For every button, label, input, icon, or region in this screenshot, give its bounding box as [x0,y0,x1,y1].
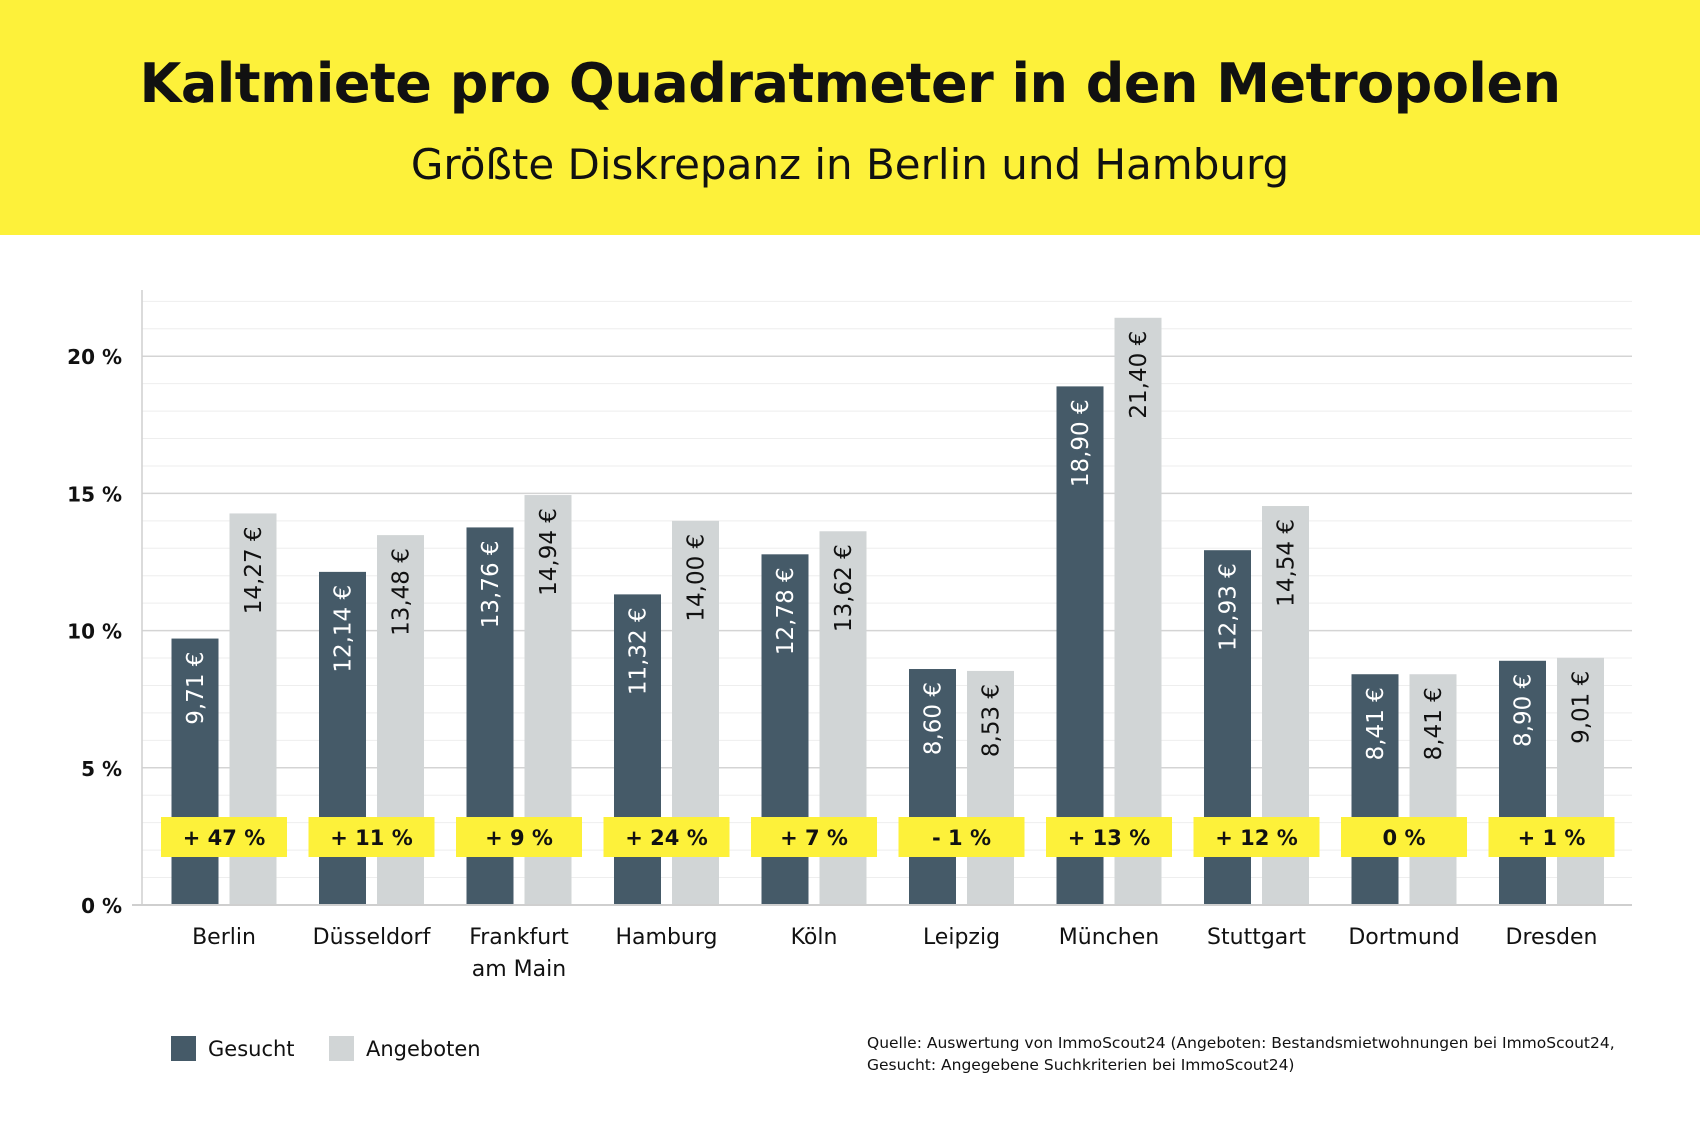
bar-angeboten [1557,657,1604,905]
x-tick-label: Düsseldorf [313,925,432,950]
difference-badge [1341,817,1467,857]
data-label-angeboten: 14,27 € [241,526,267,614]
difference-label: - 1 % [932,826,991,850]
y-tick-label: 0 % [81,894,122,918]
x-tick-label: Stuttgart [1207,925,1306,950]
source-line-2: Gesucht: Angegebene Suchkriterien bei Im… [867,1056,1295,1074]
data-label-gesucht: 12,78 € [773,567,799,655]
source-line-1: Quelle: Auswertung von ImmoScout24 (Ange… [867,1034,1615,1052]
data-label-gesucht: 9,71 € [183,652,209,725]
chart-title: Kaltmiete pro Quadratmeter in den Metrop… [139,52,1561,115]
difference-label: + 12 % [1215,826,1297,850]
bar-angeboten [1114,317,1162,905]
y-tick-label: 20 % [67,345,122,369]
bar-gesucht [1351,674,1399,905]
difference-label: + 7 % [780,826,848,850]
data-label-gesucht: 8,60 € [921,682,947,755]
difference-label: + 9 % [485,826,553,850]
x-tick-label: am Main [472,957,566,982]
x-tick-label: Berlin [192,925,256,950]
x-tick-label: München [1059,925,1159,950]
data-label-angeboten: 14,00 € [684,534,710,622]
x-tick-label: Köln [791,925,838,950]
legend-label-gesucht: Gesucht [208,1036,295,1061]
difference-badge [1488,817,1615,857]
chart-subtitle: Größte Diskrepanz in Berlin und Hamburg [410,140,1290,189]
x-tick-label: Frankfurt [469,925,569,950]
data-label-gesucht: 8,90 € [1511,674,1537,747]
bar-gesucht [171,638,219,905]
difference-badge [898,817,1025,857]
bar-angeboten [967,670,1014,905]
legend-swatch-angeboten [329,1036,354,1061]
source-note: Quelle: Auswertung von ImmoScout24 (Ange… [867,1032,1667,1076]
data-label-gesucht: 11,32 € [626,607,652,695]
data-label-gesucht: 18,90 € [1068,399,1094,487]
x-tick-label: Dortmund [1348,925,1459,950]
data-label-angeboten: 8,53 € [979,684,1005,757]
difference-label: + 11 % [330,826,412,850]
difference-badge [603,817,730,857]
legend-angeboten: Angeboten [329,1036,481,1061]
difference-label: + 13 % [1068,826,1150,850]
difference-label: 0 % [1383,826,1426,850]
y-tick-label: 15 % [67,482,122,506]
data-label-angeboten: 14,94 € [536,508,562,596]
difference-badge [1193,817,1320,857]
difference-badge [751,817,877,857]
data-label-angeboten: 13,48 € [389,548,415,636]
difference-label: + 24 % [625,826,707,850]
bar-chart: 0 % 5 % 10 % 15 % 20 % 9,71 € 14,27 € + 47 % Ber… [67,290,1632,982]
y-tick-label: 5 % [81,757,122,781]
difference-label: + 1 % [1518,826,1586,850]
data-label-angeboten: 14,54 € [1274,519,1300,607]
data-label-gesucht: 12,93 € [1216,563,1242,651]
data-label-gesucht: 8,41 € [1363,687,1389,760]
bar-angeboten [1409,674,1457,905]
bar-gesucht [909,669,956,905]
legend-swatch-gesucht [171,1036,196,1061]
data-label-angeboten: 13,62 € [831,544,857,632]
legend-label-angeboten: Angeboten [366,1036,481,1061]
data-label-angeboten: 21,40 € [1126,331,1152,419]
title-banner: Kaltmiete pro Quadratmeter in den Metrop… [0,0,1700,235]
difference-badge [1046,817,1172,857]
bar-gesucht [1499,660,1546,905]
y-tick-label: 10 % [67,620,122,644]
difference-badge [161,817,287,857]
legend-gesucht: Gesucht [171,1036,295,1061]
difference-badge [456,817,582,857]
data-label-angeboten: 9,01 € [1569,671,1595,744]
x-tick-label: Dresden [1506,925,1598,950]
data-label-gesucht: 12,14 € [331,585,357,673]
difference-badge [308,817,435,857]
data-label-gesucht: 13,76 € [478,540,504,628]
x-tick-label: Leipzig [923,925,1000,950]
difference-label: + 47 % [183,826,265,850]
data-label-angeboten: 8,41 € [1421,687,1447,760]
x-tick-label: Hamburg [616,925,718,950]
